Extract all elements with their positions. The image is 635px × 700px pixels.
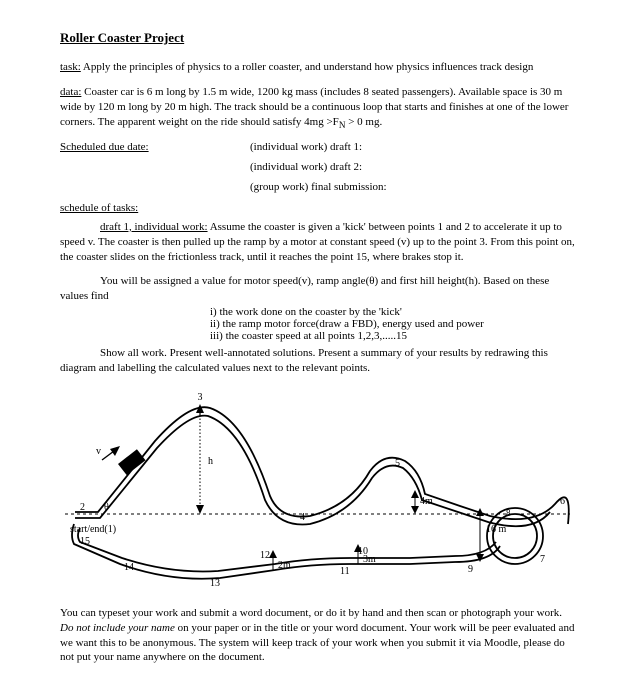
data-tail: > 0 mg. [345, 116, 382, 128]
footer-italic: Do not include your name [60, 622, 175, 634]
label-startend: start/end(1) [70, 524, 116, 535]
label-6: 6 [560, 496, 565, 507]
data-text: Coaster car is 6 m long by 1.5 m wide, 1… [60, 86, 568, 128]
label-4: 4 [300, 512, 305, 523]
label-3: 3 [198, 392, 203, 403]
draft1-label: draft 1, individual work: [100, 221, 208, 233]
assign-text: You will be assigned a value for motor s… [60, 275, 549, 302]
label-4m: 4m [420, 496, 433, 507]
label-13: 13 [210, 578, 220, 589]
sched-label: Scheduled due date: [60, 141, 149, 153]
label-h: h [208, 456, 213, 467]
sched-draft2: (individual work) draft 2: [250, 161, 575, 173]
label-7: 7 [540, 554, 545, 565]
assign-block: You will be assigned a value for motor s… [60, 274, 575, 304]
tasks-label: schedule of tasks: [60, 202, 138, 214]
page-title: Roller Coaster Project [60, 30, 575, 46]
label-9: 9 [468, 564, 473, 575]
footer-text-1: You can typeset your work and submit a w… [60, 607, 562, 619]
label-11: 11 [340, 566, 350, 577]
data-label: data: [60, 86, 81, 98]
item-i: i) the work done on the coaster by the '… [60, 306, 575, 318]
task-paragraph: task: Apply the principles of physics to… [60, 60, 575, 75]
item-iii: iii) the coaster speed at all points 1,2… [60, 330, 575, 342]
data-paragraph: data: Coaster car is 6 m long by 1.5 m w… [60, 85, 575, 131]
label-2: 2 [80, 502, 85, 513]
label-16m: 16 m [486, 524, 507, 535]
coaster-diagram: 3 v h 2 θ start/end(1) 15 14 13 4 2m 12 … [60, 386, 575, 596]
sched-row-1: Scheduled due date: (individual work) dr… [60, 141, 575, 153]
tasks-block: schedule of tasks: [60, 201, 575, 216]
show-text: Show all work. Present well-annotated so… [60, 347, 548, 374]
task-text: Apply the principles of physics to a rol… [81, 61, 534, 73]
label-15: 15 [80, 536, 90, 547]
label-14: 14 [124, 562, 134, 573]
task-label: task: [60, 61, 81, 73]
draft1-block: draft 1, individual work: Assume the coa… [60, 220, 575, 265]
show-block: Show all work. Present well-annotated so… [60, 346, 575, 376]
label-v: v [96, 446, 101, 457]
label-8: 8 [506, 508, 511, 518]
label-5: 5 [395, 458, 400, 469]
label-2m: 2m [278, 560, 291, 571]
sched-row-3: (group work) final submission: [60, 181, 575, 193]
label-theta: θ [104, 502, 109, 513]
label-10: 10 [358, 546, 368, 557]
item-ii: ii) the ramp motor force(draw a FBD), en… [60, 318, 575, 330]
sched-final: (group work) final submission: [250, 181, 575, 193]
label-12: 12 [260, 550, 270, 561]
sched-row-2: (individual work) draft 2: [60, 161, 575, 173]
sched-draft1: (individual work) draft 1: [250, 141, 575, 153]
footer-paragraph: You can typeset your work and submit a w… [60, 606, 575, 665]
